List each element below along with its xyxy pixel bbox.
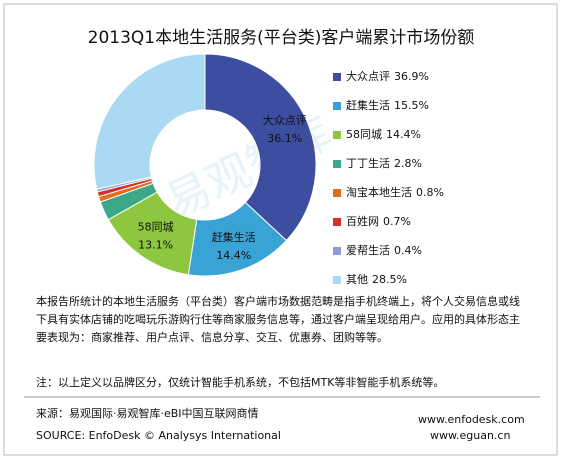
legend-name: 其他 (346, 273, 368, 286)
legend-swatch (333, 189, 341, 197)
legend-name: 淘宝本地生活 (346, 185, 412, 199)
legend-swatch (333, 218, 341, 226)
legend-name: 大众点评 (346, 69, 390, 83)
legend-name: 百姓网 (346, 214, 379, 228)
legend-entry: 大众点评 36.9% (346, 69, 429, 83)
legend-swatch (333, 131, 341, 139)
frame (3, 3, 558, 456)
legend-name: 58同城 (346, 128, 382, 141)
legend-swatch (333, 276, 341, 284)
website: www.eguan.cn (430, 429, 511, 442)
legend-entry: 百姓网 0.7% (346, 214, 411, 228)
legend-swatch (333, 73, 341, 81)
source: 来源：易观国际·易观智库·eBI中国互联网商情 (36, 407, 259, 420)
source: SOURCE: EnfoDesk © Analysys Internationa… (36, 429, 281, 442)
slice-label: 13.1% (138, 239, 173, 252)
legend-swatch (333, 160, 341, 168)
slice-label: 大众点评 (263, 113, 307, 127)
slice-label: 14.4% (216, 249, 251, 262)
legend-swatch (333, 247, 341, 255)
legend-value: 14.4% (386, 128, 421, 141)
website: www.enfodesk.com (418, 413, 525, 426)
legend-value: 0.4% (394, 244, 422, 257)
legend-entry: 赶集生活 15.5% (346, 98, 429, 112)
note-footnote: 注：以上定义以品牌区分，仅统计智能手机系统，不包括MTK等非智能手机系统等。 (36, 376, 445, 389)
note-paragraph: 本报告所统计的本地生活服务（平台类）客户端市场数据范畴是指手机终端上，将个人交易… (36, 295, 520, 344)
legend-name: 赶集生活 (346, 98, 390, 112)
legend-value: 0.8% (416, 186, 444, 199)
legend-value: 15.5% (394, 99, 429, 112)
chart-title: 2013Q1本地生活服务(平台类)客户端累计市场份额 (88, 28, 475, 48)
legend-entry: 其他 28.5% (346, 273, 407, 286)
legend-name: 爱帮生活 (346, 243, 390, 257)
slice-label: 36.1% (267, 132, 302, 145)
legend-entry: 丁丁生活 2.8% (346, 156, 422, 170)
legend-entry: 爱帮生活 0.4% (346, 243, 422, 257)
donut-slice (93, 53, 206, 190)
slice-label: 赶集生活 (212, 230, 256, 244)
legend-value: 0.7% (383, 215, 411, 228)
legend-entry: 淘宝本地生活 0.8% (346, 185, 444, 199)
donut-slice (204, 53, 317, 242)
legend-value: 36.9% (394, 70, 429, 83)
legend-value: 2.8% (394, 157, 422, 170)
legend-swatch (333, 102, 341, 110)
legend-entry: 58同城 14.4% (346, 128, 421, 141)
slice-label: 58同城 (138, 221, 174, 234)
legend-value: 28.5% (372, 273, 407, 286)
legend-name: 丁丁生活 (346, 156, 390, 170)
